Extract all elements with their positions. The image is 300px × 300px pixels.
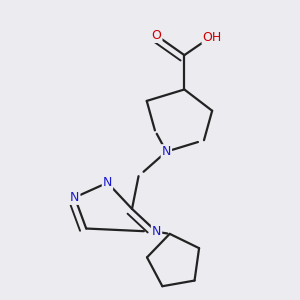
Text: OH: OH: [202, 31, 222, 44]
Text: N: N: [162, 145, 171, 158]
Text: N: N: [70, 191, 80, 204]
Text: N: N: [152, 225, 161, 238]
Text: N: N: [103, 176, 112, 189]
Text: O: O: [152, 29, 161, 42]
